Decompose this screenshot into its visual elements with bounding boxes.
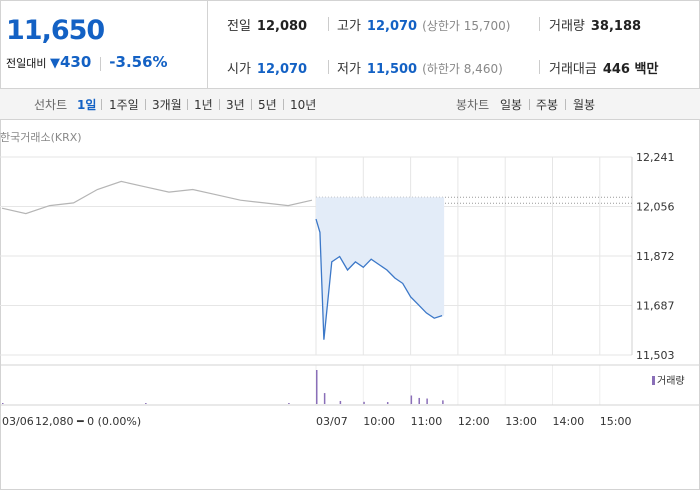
prev-close-value: 12,080 [256,19,308,34]
volume-value: 38,188 [590,19,642,34]
divider [99,57,101,71]
divider [565,99,566,110]
chart-toolbar: 선차트 1일 1주일 3개월 1년 3년 5년 10년 봉차트 일봉 주봉 월봉 [0,89,700,120]
prev-close: 전일 12,080 [227,15,307,34]
upper-limit-label: 상한가 [426,19,460,33]
upper-limit-value: 15,700 [463,19,506,33]
volume-bar [316,370,318,404]
volume-bar [288,403,290,404]
y-tick-label: 12,241 [636,151,675,164]
tab-3-months[interactable]: 3개월 [152,98,182,112]
today-price-area [316,197,445,340]
x-tick-label: 11:00 [411,415,443,428]
trade-amount-label: 거래대금 [549,62,597,77]
tab-3-years[interactable]: 3년 [226,98,245,112]
low-price: 저가 11,500 (하한가 8,460) [337,58,503,77]
high-label: 고가 [337,19,361,34]
line-chart-label: 선차트 [34,98,68,112]
tab-10-years[interactable]: 10년 [290,98,317,112]
current-price: 11,650 [6,15,105,46]
volume-bar [323,393,326,404]
lower-limit: (하한가 8,460) [422,62,503,76]
volume-bar [145,403,147,404]
y-tick-label: 11,872 [636,250,675,263]
divider [328,60,329,74]
trade-amount-value: 446 백만 [602,62,659,77]
y-tick-label: 11,687 [636,300,675,313]
volume-label: 거래량 [549,19,585,34]
x-tick-label: 14:00 [553,415,585,428]
candle-chart-label: 봉차트 [456,98,490,112]
prev-close-label: 전일 [227,19,251,34]
divider [187,99,188,110]
high-value: 12,070 [366,19,418,34]
volume-bar [426,398,428,404]
divider [283,99,284,110]
x-tick-label: 13:00 [505,415,537,428]
x-tick-label: 10:00 [363,415,395,428]
volume-legend-swatch [652,376,655,385]
down-arrow-icon: ▼ [49,56,60,71]
divider [219,99,220,110]
change-value: 430 [59,53,92,71]
open-label: 시가 [227,62,251,77]
today-price-line [315,218,443,340]
prev-date-label: 03/06 [2,415,34,428]
prev-close-summary: 12,080 ━ 0 (0.00%) [35,415,141,428]
x-tick-label: 03/07 [316,415,348,428]
header-divider [207,0,208,88]
volume-bar [2,403,4,404]
open-price: 시가 12,070 [227,58,307,77]
y-tick-label: 11,503 [636,349,675,362]
change-line: 전일대비 ▼430 -3.56% [6,53,168,71]
lower-limit-label: 하한가 [426,62,460,76]
divider [539,17,540,31]
divider [539,60,540,74]
high-price: 고가 12,070 (상한가 15,700) [337,15,510,34]
divider [529,99,530,110]
x-tick-label: 12:00 [458,415,490,428]
change-label: 전일대비 [6,57,47,70]
tab-1-day[interactable]: 1일 [77,98,97,112]
divider [251,99,252,110]
lower-limit-value: 8,460 [463,62,499,76]
y-tick-label: 12,056 [636,201,675,214]
open-value: 12,070 [256,62,308,77]
quote-header: 11,650 전일대비 ▼430 -3.56% 전일 12,080 고가 12,07… [0,0,700,89]
tab-1-week[interactable]: 1주일 [109,98,139,112]
trade-amount: 거래대금 446 백만 [549,58,658,77]
volume-bar [410,395,413,404]
divider [101,99,102,110]
volume-bar [339,400,342,404]
volume-bar [418,397,420,404]
x-tick-label: 15:00 [600,415,632,428]
volume-bar [363,401,365,404]
tab-daily-candle[interactable]: 일봉 [500,98,523,112]
upper-limit: (상한가 15,700) [422,19,511,33]
volume-bar [386,402,389,404]
low-value: 11,500 [366,62,418,77]
change-rate: -3.56% [109,53,168,71]
exchange-label: 한국거래소(KRX) [0,131,82,144]
divider [328,17,329,31]
volume-legend: 거래량 [652,372,685,387]
low-label: 저가 [337,62,361,77]
tab-5-years[interactable]: 5년 [258,98,277,112]
volume-bar [442,400,444,404]
tab-monthly-candle[interactable]: 월봉 [573,98,596,112]
volume: 거래량 38,188 [549,15,641,34]
prev-day-price-line [1,180,313,215]
volume-legend-label: 거래량 [657,376,685,387]
tab-1-year[interactable]: 1년 [194,98,213,112]
tab-weekly-candle[interactable]: 주봉 [536,98,559,112]
divider [145,99,146,110]
